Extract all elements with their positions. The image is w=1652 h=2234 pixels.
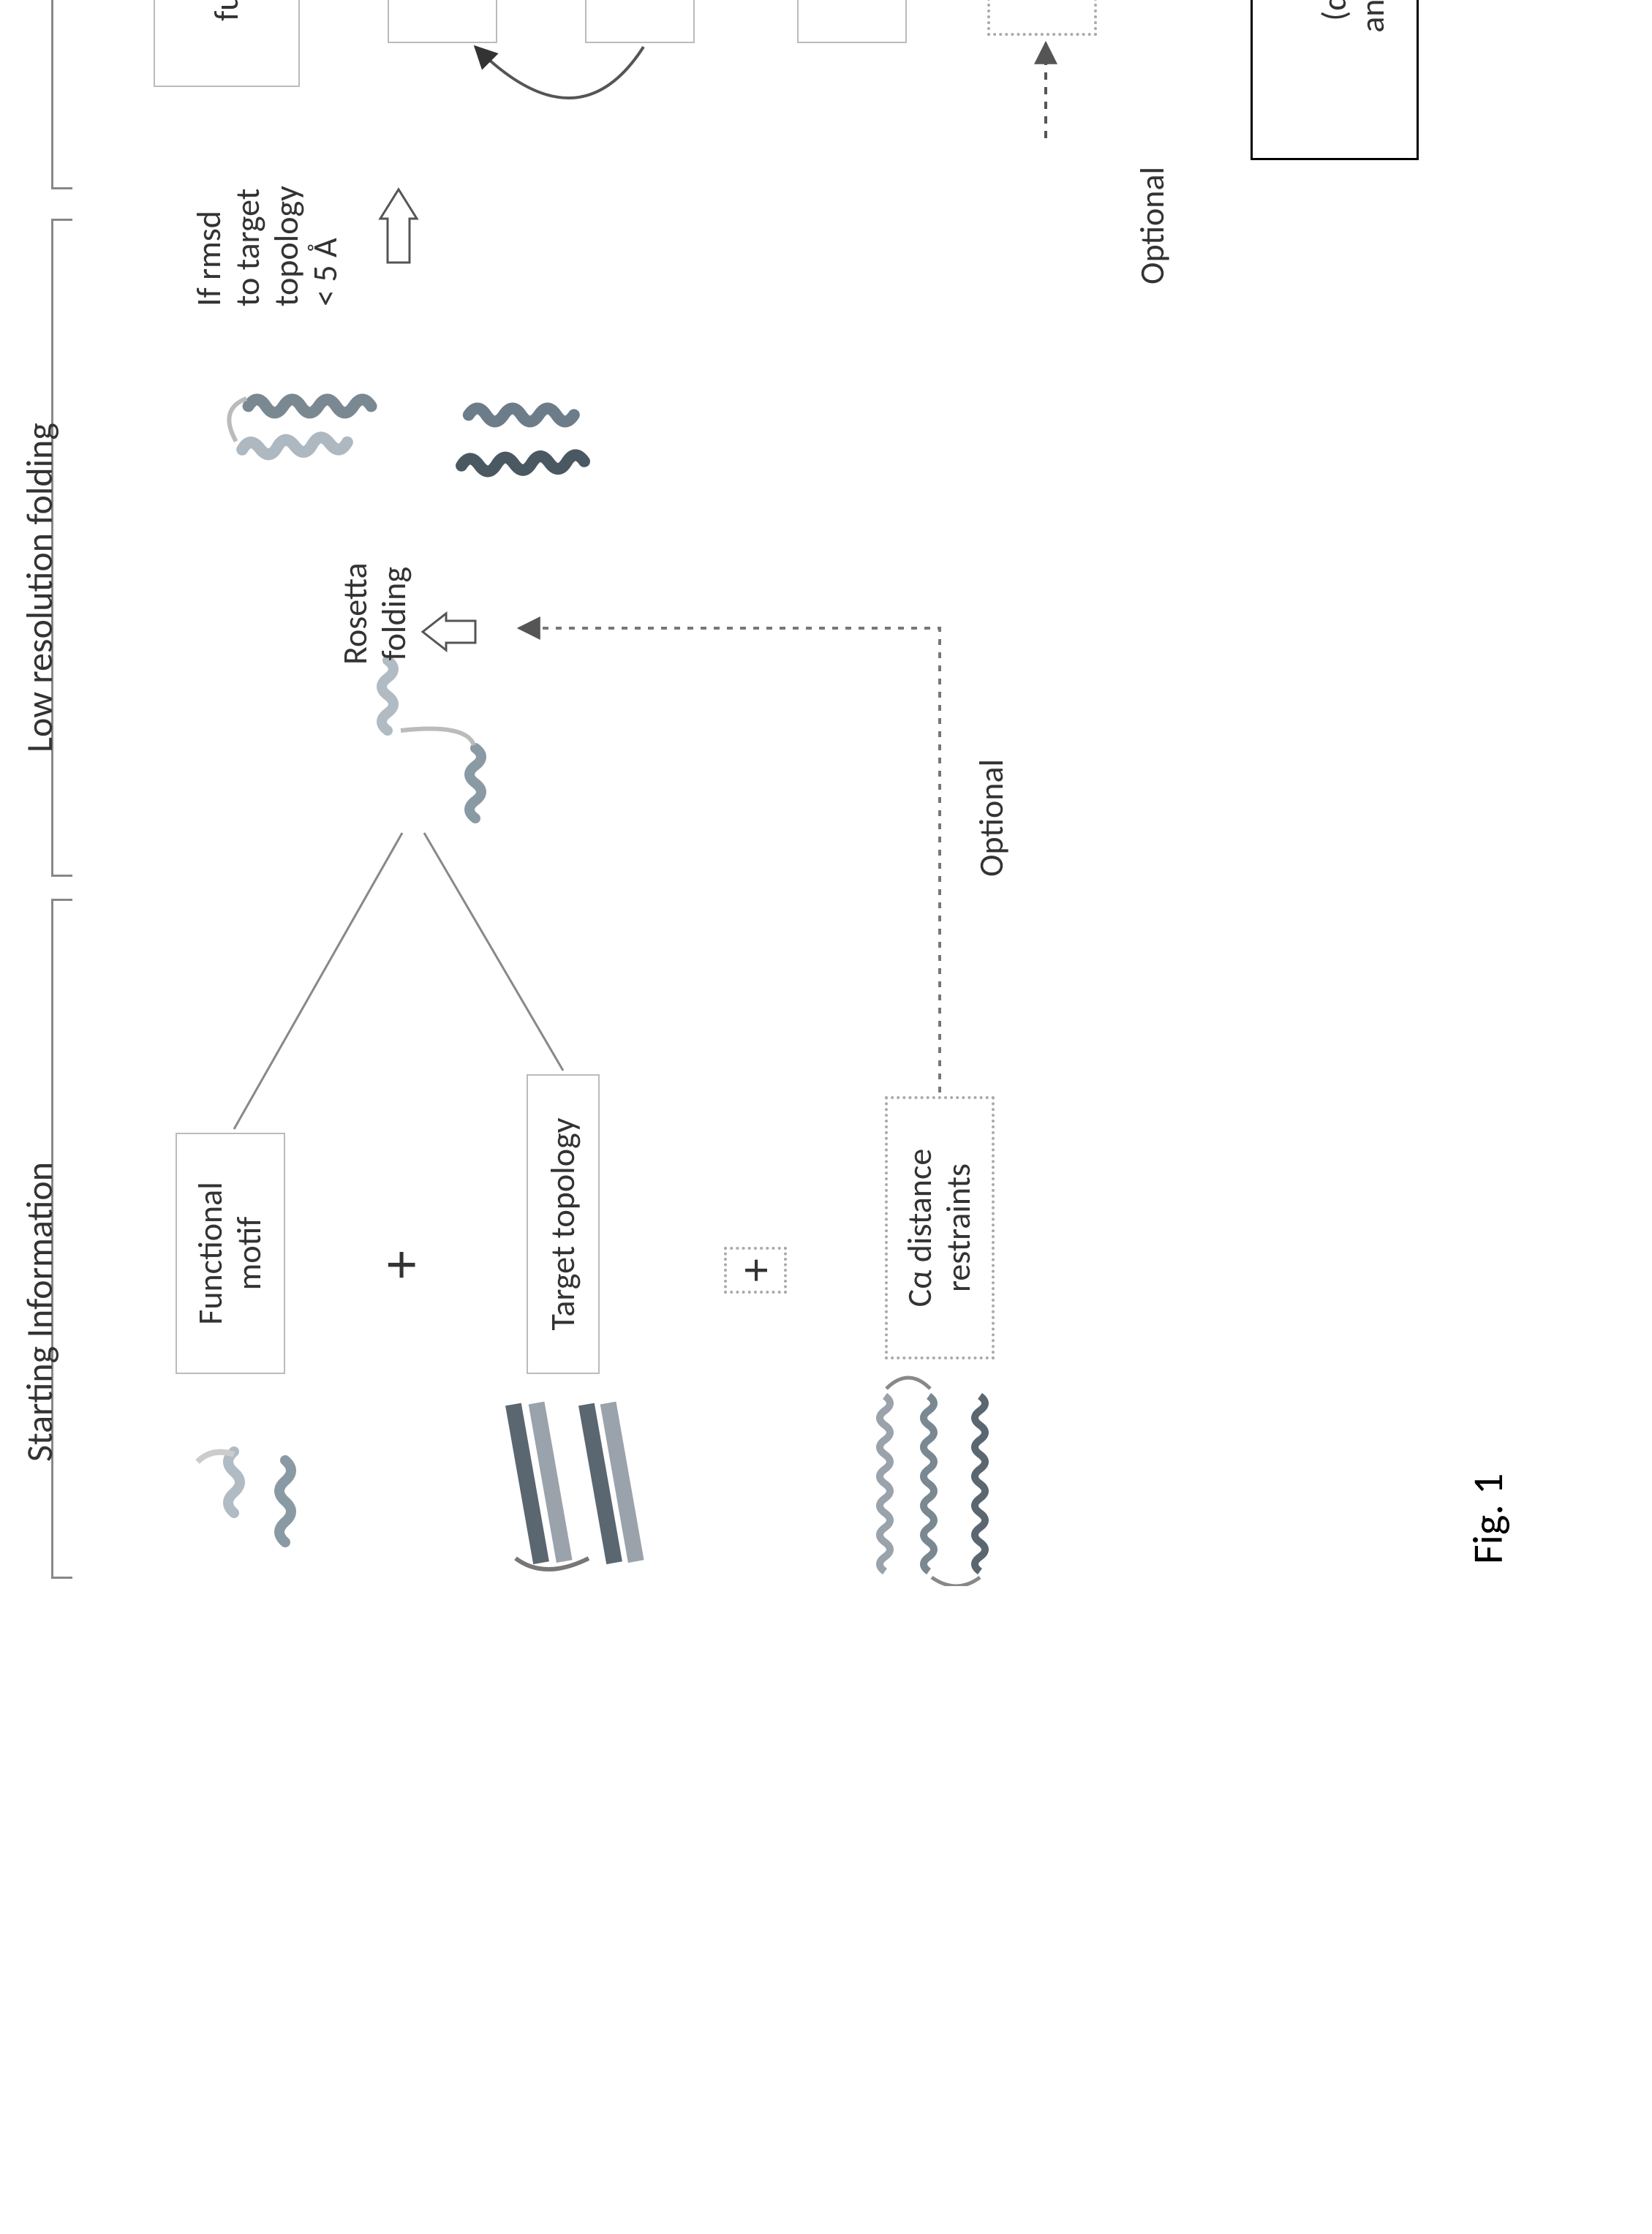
output-box: Output (designed sequences and structura… — [1251, 0, 1419, 160]
seqdes-box: Sequence design — [388, 0, 497, 43]
recover-box: Recover functional motif side-chains — [154, 0, 300, 87]
ca-restraints-label: Cα distance restraints — [901, 1149, 978, 1307]
rmsd-label: If rmsd to target topology < 5 Å — [190, 186, 345, 306]
functional-motif-icon — [168, 1403, 329, 1564]
output-label: Output (designed sequences and structura… — [1277, 0, 1393, 33]
filter-box: Structural filtering — [797, 0, 907, 43]
plus-2-dotted: + — [724, 1247, 787, 1294]
figure-label: Fig. 1 — [1462, 1473, 1514, 1564]
ca-restraints-box: Cα distance restraints — [885, 1096, 995, 1359]
ca-restraints-icon — [841, 1374, 1053, 1586]
rosetta-folding-label: Rosetta folding — [336, 562, 414, 665]
plus-1: + — [366, 1250, 435, 1279]
functional-motif-label: Functional motif — [192, 1182, 269, 1325]
section-bracket-allatom — [51, 0, 95, 189]
figure-label-text: Fig. 1 — [1462, 1473, 1514, 1564]
target-topology-label: Target topology — [544, 1118, 583, 1331]
section-label-lowres: Low resolution folding — [18, 423, 62, 752]
optional-label-2: Optional — [1134, 167, 1172, 284]
functional-motif-box: Functional motif — [176, 1133, 285, 1374]
optional-label-1: Optional — [973, 759, 1011, 877]
native-box: Native surfacing — [987, 0, 1097, 36]
recover-label: Recover functional motif side-chains — [169, 0, 285, 21]
target-topology-box: Target topology — [527, 1074, 600, 1374]
folded-bundle-icon — [190, 299, 658, 533]
section-label-starting: Starting Information — [18, 1162, 62, 1462]
target-topology-icon — [475, 1389, 665, 1579]
fullatom-box: Full-atom Optimization — [585, 0, 695, 43]
